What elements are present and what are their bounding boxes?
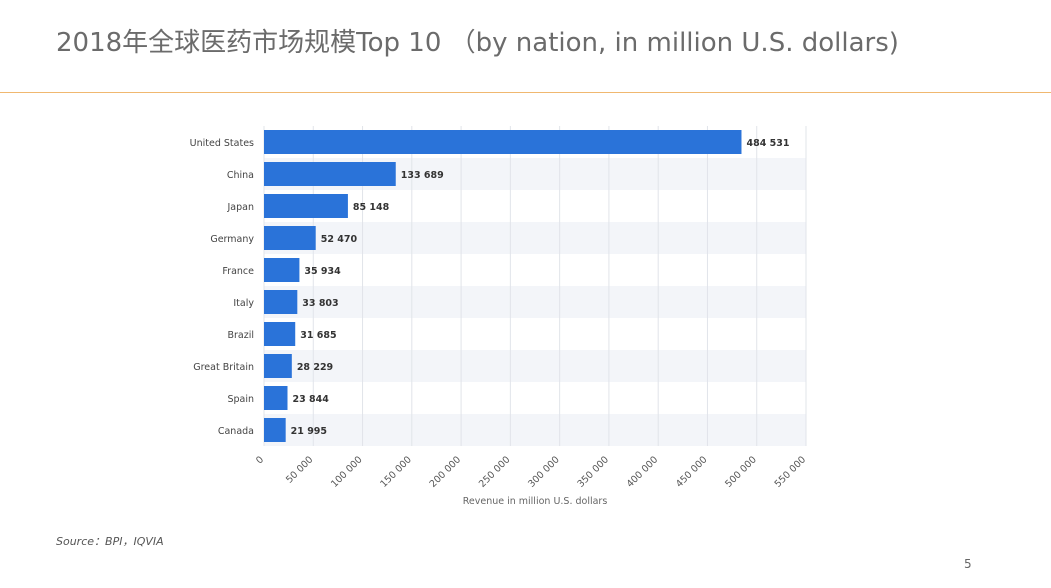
source-note: Source：BPI，IQVIA [56, 535, 164, 548]
bar-italy [264, 290, 298, 314]
category-label: Germany [210, 234, 254, 245]
category-label: Spain [227, 394, 254, 405]
x-tick-label: 550 000 [773, 454, 809, 490]
category-label: Italy [233, 298, 254, 309]
bar-china [264, 162, 396, 186]
x-tick-label: 350 000 [575, 454, 611, 490]
title-divider [0, 92, 1051, 93]
x-tick-label: 400 000 [625, 454, 661, 490]
bar-canada [264, 418, 286, 442]
row-stripe [264, 286, 806, 318]
category-label: China [227, 170, 254, 181]
category-label: Brazil [227, 330, 254, 341]
value-label: 484 531 [746, 138, 789, 149]
grid-lines [263, 126, 807, 446]
x-tick-label: 150 000 [378, 454, 414, 490]
x-tick-label: 250 000 [477, 454, 513, 490]
category-label: Japan [227, 202, 255, 213]
category-labels: United States China Japan Germany France Ital… [190, 138, 255, 437]
x-tick-label: 0 [254, 454, 266, 466]
value-label: 21 995 [291, 426, 327, 437]
row-stripe [264, 350, 806, 382]
row-stripes [264, 158, 806, 446]
category-label: France [222, 266, 254, 277]
x-tick-label: 100 000 [329, 454, 365, 490]
value-labels: 484 531 133 689 85 148 52 470 35 934 33 803 31… [291, 138, 790, 437]
x-tick-label: 450 000 [674, 454, 710, 490]
x-tick-label: 500 000 [723, 454, 759, 490]
x-tick-label: 50 000 [284, 454, 315, 485]
value-label: 133 689 [401, 170, 444, 181]
page-number: 5 [964, 557, 972, 571]
bar-spain [264, 386, 288, 410]
value-label: 23 844 [292, 394, 329, 405]
slide-title: 2018年全球医药市场规模Top 10 （by nation, in milli… [56, 28, 899, 58]
category-label: United States [190, 138, 254, 149]
value-label: 35 934 [304, 266, 341, 277]
bars [264, 130, 742, 442]
value-label: 85 148 [353, 202, 390, 213]
x-tick-labels: 0 50 000 100 000 150 000 200 000 250 000 300 0… [254, 454, 808, 490]
value-label: 28 229 [297, 362, 333, 373]
value-label: 33 803 [302, 298, 338, 309]
bar-germany [264, 226, 316, 250]
value-label: 31 685 [300, 330, 336, 341]
value-label: 52 470 [321, 234, 358, 245]
category-label: Great Britain [193, 362, 254, 373]
bar-france [264, 258, 300, 282]
bar-great-britain [264, 354, 292, 378]
x-tick-label: 200 000 [428, 454, 464, 490]
row-stripe [264, 222, 806, 254]
bar-japan [264, 194, 348, 218]
bar-brazil [264, 322, 296, 346]
category-label: Canada [218, 426, 254, 437]
x-tick-label: 300 000 [526, 454, 562, 490]
row-stripe [264, 414, 806, 446]
x-axis-label: Revenue in million U.S. dollars [463, 496, 608, 507]
bar-united-states [264, 130, 742, 154]
